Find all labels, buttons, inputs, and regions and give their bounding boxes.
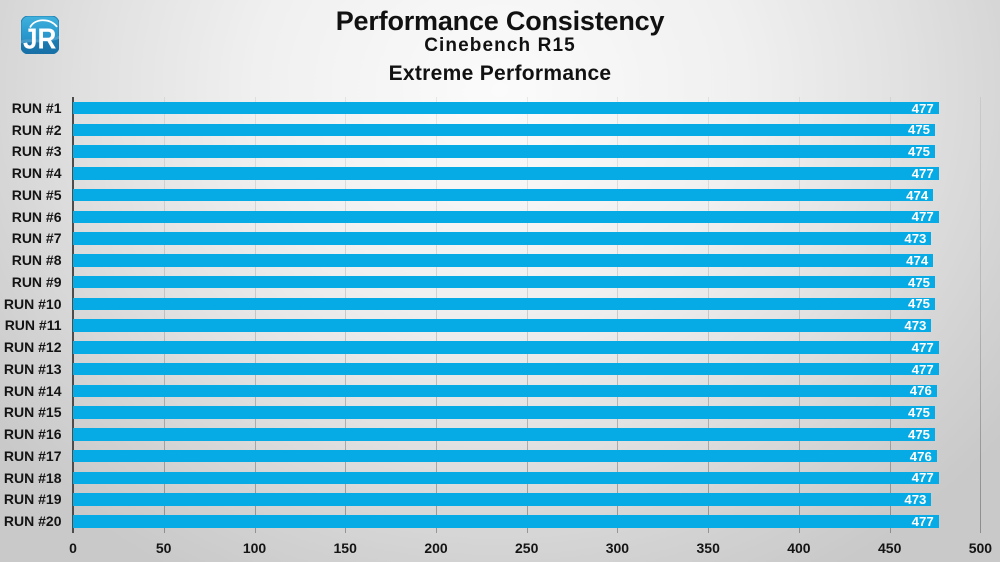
svg-text:JR: JR <box>23 22 56 54</box>
